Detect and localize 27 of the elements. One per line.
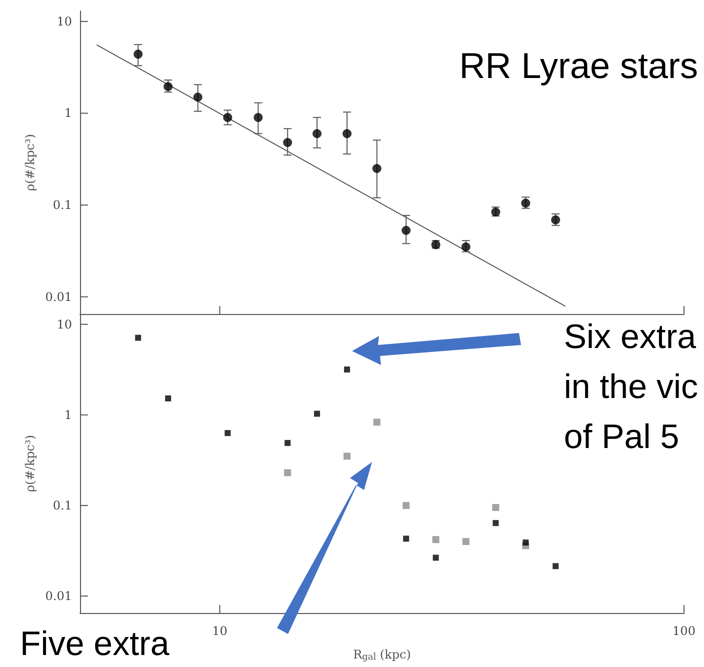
point: [254, 112, 263, 122]
x-tick-label: 100: [672, 624, 696, 638]
y-tick-label: 0.01: [45, 589, 72, 604]
y-tick-label: 10: [56, 317, 72, 332]
y-tick-label: 1: [64, 408, 72, 422]
point: [402, 226, 411, 235]
text: Five extra: [20, 625, 170, 664]
point: [283, 138, 292, 148]
annotation: Six extra in the vic of Pal 5: [564, 318, 698, 456]
point: [223, 112, 232, 122]
point: [551, 215, 560, 224]
point: [372, 164, 382, 174]
y-tick-label: 10: [56, 14, 72, 28]
point: [164, 82, 173, 92]
y-tick-label: 0.1: [52, 198, 72, 212]
point: [312, 129, 322, 138]
y-tick-label: 1: [64, 106, 72, 120]
point: [521, 198, 530, 208]
y-axis-title: ρ(#/kpc³): [23, 435, 37, 492]
y-tick-label: 0.01: [45, 290, 72, 304]
point: [461, 242, 470, 252]
point: [193, 92, 202, 102]
point: [342, 129, 352, 138]
annotation: RR Lyrae stars: [459, 44, 698, 86]
y-tick-label: 0.1: [52, 498, 72, 512]
point: [134, 50, 143, 59]
y-axis-title: ρ(#/kpc³): [23, 134, 37, 191]
